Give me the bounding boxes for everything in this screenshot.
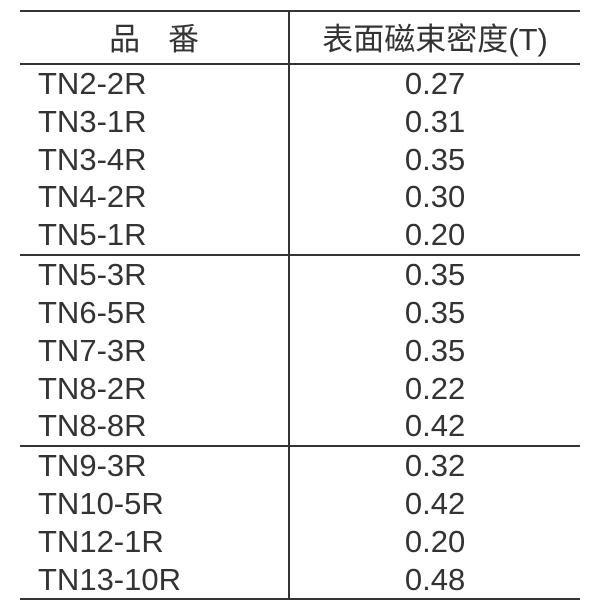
cell-part-number: TN8-2R bbox=[20, 370, 289, 408]
cell-flux-density: 0.27 bbox=[289, 64, 580, 103]
table-row: TN13-10R 0.48 bbox=[20, 561, 580, 600]
table-row: TN5-1R 0.20 bbox=[20, 216, 580, 255]
table-row: TN2-2R 0.27 bbox=[20, 64, 580, 103]
spec-table: 品番 表面磁束密度(T) TN2-2R 0.27 TN3-1R 0.31 TN3… bbox=[20, 10, 580, 600]
cell-part-number: TN7-3R bbox=[20, 332, 289, 370]
cell-flux-density: 0.48 bbox=[289, 561, 580, 600]
cell-flux-density: 0.32 bbox=[289, 446, 580, 485]
cell-part-number: TN8-8R bbox=[20, 407, 289, 446]
cell-flux-density: 0.42 bbox=[289, 485, 580, 523]
table-row: TN6-5R 0.35 bbox=[20, 294, 580, 332]
col-header-flux-density: 表面磁束密度(T) bbox=[289, 11, 580, 64]
table-header-row: 品番 表面磁束密度(T) bbox=[20, 11, 580, 64]
cell-flux-density: 0.35 bbox=[289, 332, 580, 370]
cell-flux-density: 0.20 bbox=[289, 523, 580, 561]
cell-part-number: TN5-1R bbox=[20, 216, 289, 255]
cell-part-number: TN3-4R bbox=[20, 141, 289, 179]
table-row: TN12-1R 0.20 bbox=[20, 523, 580, 561]
table-row: TN8-2R 0.22 bbox=[20, 370, 580, 408]
col-header-part-number: 品番 bbox=[20, 11, 289, 64]
table-row: TN3-4R 0.35 bbox=[20, 141, 580, 179]
cell-part-number: TN2-2R bbox=[20, 64, 289, 103]
cell-part-number: TN5-3R bbox=[20, 255, 289, 294]
cell-flux-density: 0.35 bbox=[289, 294, 580, 332]
cell-flux-density: 0.35 bbox=[289, 255, 580, 294]
cell-flux-density: 0.20 bbox=[289, 216, 580, 255]
cell-flux-density: 0.30 bbox=[289, 178, 580, 216]
cell-part-number: TN9-3R bbox=[20, 446, 289, 485]
table-row: TN3-1R 0.31 bbox=[20, 103, 580, 141]
table-row: TN5-3R 0.35 bbox=[20, 255, 580, 294]
cell-flux-density: 0.22 bbox=[289, 370, 580, 408]
cell-part-number: TN13-10R bbox=[20, 561, 289, 600]
cell-flux-density: 0.35 bbox=[289, 141, 580, 179]
cell-part-number: TN12-1R bbox=[20, 523, 289, 561]
cell-flux-density: 0.42 bbox=[289, 407, 580, 446]
table-row: TN8-8R 0.42 bbox=[20, 407, 580, 446]
table-body: TN2-2R 0.27 TN3-1R 0.31 TN3-4R 0.35 TN4-… bbox=[20, 64, 580, 599]
cell-part-number: TN3-1R bbox=[20, 103, 289, 141]
table-row: TN7-3R 0.35 bbox=[20, 332, 580, 370]
table-row: TN10-5R 0.42 bbox=[20, 485, 580, 523]
cell-part-number: TN10-5R bbox=[20, 485, 289, 523]
table-row: TN4-2R 0.30 bbox=[20, 178, 580, 216]
cell-flux-density: 0.31 bbox=[289, 103, 580, 141]
table-row: TN9-3R 0.32 bbox=[20, 446, 580, 485]
cell-part-number: TN4-2R bbox=[20, 178, 289, 216]
cell-part-number: TN6-5R bbox=[20, 294, 289, 332]
